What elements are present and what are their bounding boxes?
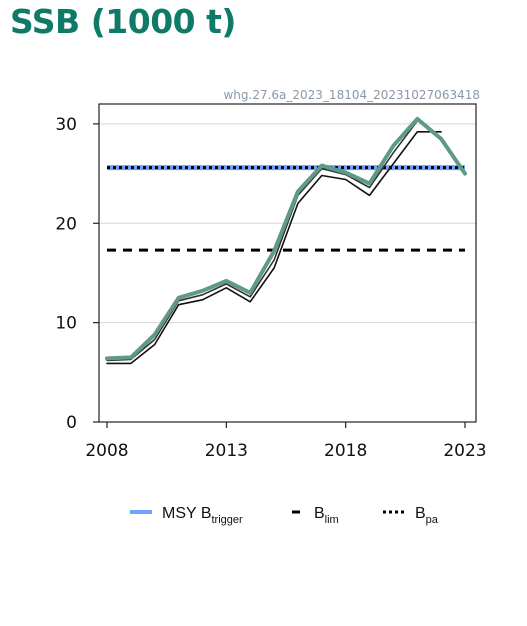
legend-subscript-pa: pa: [426, 514, 439, 526]
x-tick-label-2023: 2023: [443, 441, 486, 461]
x-tick-label-2013: 2013: [205, 441, 248, 461]
legend-label-trigger: MSY Btrigger: [162, 505, 243, 526]
series-ssb: [105, 116, 467, 361]
reference-lines: [107, 165, 465, 252]
chart-subtitle: whg.27.6a_2023_18104_20231027063418: [223, 88, 480, 102]
legend-label-lim: Blim: [314, 505, 339, 526]
plot-frame: [98, 103, 477, 423]
y-tick-label-20: 20: [55, 214, 77, 234]
x-tick-label-2008: 2008: [85, 441, 128, 461]
series-previous-assessment-1: [106, 131, 442, 365]
page-title: SSB (1000 t): [10, 2, 236, 41]
axes-layer: 0 10 20 30 2008 2013 2018 2023: [55, 103, 487, 461]
y-tick-label-30: 30: [55, 115, 77, 135]
legend-subscript-trigger: trigger: [212, 514, 244, 526]
y-tick-label-0: 0: [66, 413, 77, 433]
x-tick-label-2018: 2018: [324, 441, 367, 461]
legend-subscript-lim: lim: [325, 514, 339, 526]
legend-label-pa: Bpa: [415, 505, 439, 526]
y-tick-label-10: 10: [55, 314, 77, 334]
legend: MSY Btrigger Blim Bpa: [130, 505, 439, 526]
series-previous-assessment-2: [106, 120, 419, 362]
series-layer: [105, 116, 467, 365]
